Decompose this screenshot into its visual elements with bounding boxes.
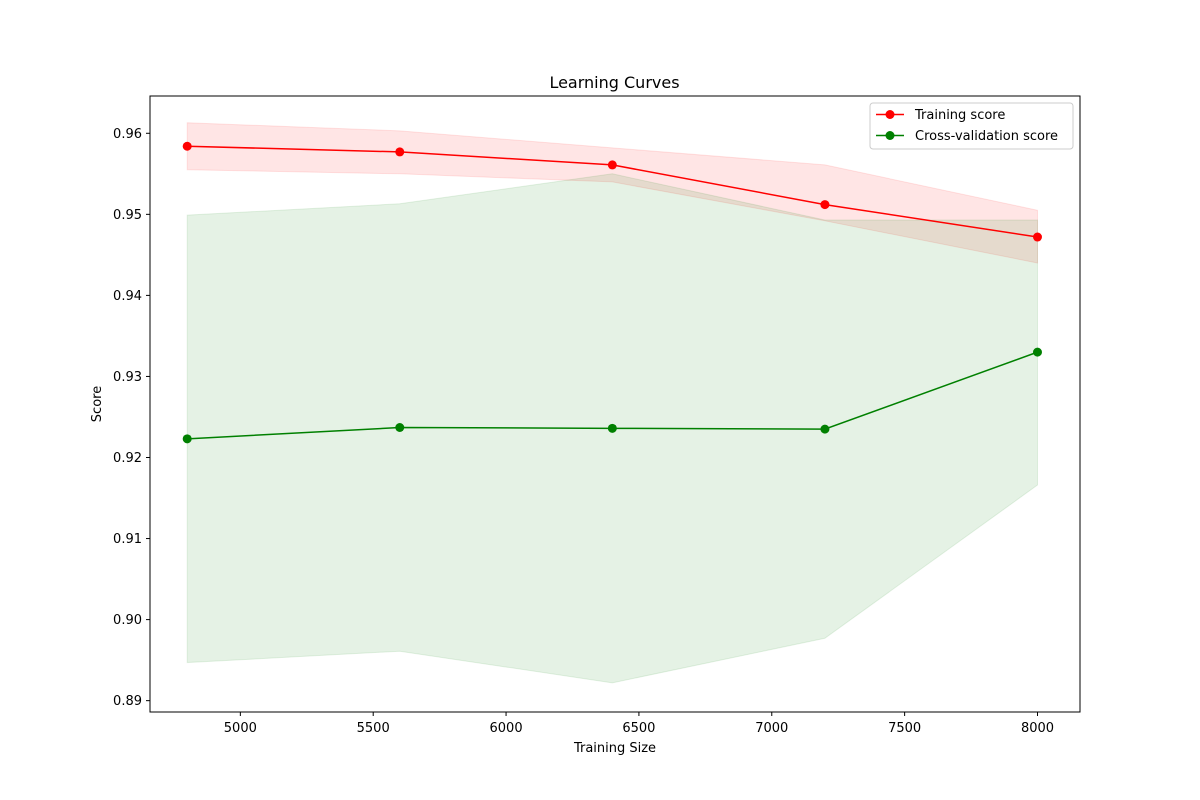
y-tick-label: 0.94 [113, 289, 142, 304]
x-tick-label: 6000 [490, 721, 523, 736]
point-training [395, 147, 405, 157]
point-training [1032, 232, 1042, 242]
x-tick-label: 5000 [224, 721, 257, 736]
x-tick-label: 6500 [622, 721, 655, 736]
point-cv [1032, 347, 1042, 357]
y-axis-label: Score [90, 386, 105, 422]
point-training [182, 141, 192, 151]
legend-box [869, 102, 1074, 150]
y-tick-label: 0.93 [113, 370, 142, 385]
legend-marker-training [885, 110, 895, 119]
x-axis-ticks: 5000 5500 6000 6500 7000 7500 8000 [224, 712, 1054, 736]
x-tick-label: 7500 [888, 721, 921, 736]
legend: Training score Cross-validation score [869, 102, 1074, 150]
y-tick-label: 0.89 [113, 694, 142, 709]
band-training [186, 122, 1038, 264]
x-tick-label: 5500 [357, 721, 390, 736]
x-axis-label: Training Size [573, 741, 656, 756]
legend-label-training: Training score [914, 108, 1005, 123]
chart-title: Learning Curves [549, 73, 679, 92]
point-cv [182, 434, 192, 444]
y-tick-label: 0.90 [113, 613, 142, 628]
plot-frame [149, 95, 1081, 713]
legend-label-cv: Cross-validation score [915, 129, 1058, 144]
point-training [607, 160, 617, 170]
y-tick-label: 0.96 [113, 127, 142, 142]
x-tick-label: 7000 [755, 721, 788, 736]
legend-marker-cv [885, 131, 895, 140]
y-tick-label: 0.91 [113, 532, 142, 547]
point-cv [820, 424, 830, 434]
series-markers [182, 141, 1042, 444]
y-tick-label: 0.95 [113, 208, 142, 223]
point-training [820, 200, 830, 210]
x-tick-label: 8000 [1021, 721, 1054, 736]
y-tick-label: 0.92 [113, 451, 142, 466]
y-axis-ticks: 0.89 0.90 0.91 0.92 0.93 0.94 0.95 0.96 [113, 127, 150, 709]
point-cv [607, 423, 617, 433]
point-cv [395, 423, 405, 433]
